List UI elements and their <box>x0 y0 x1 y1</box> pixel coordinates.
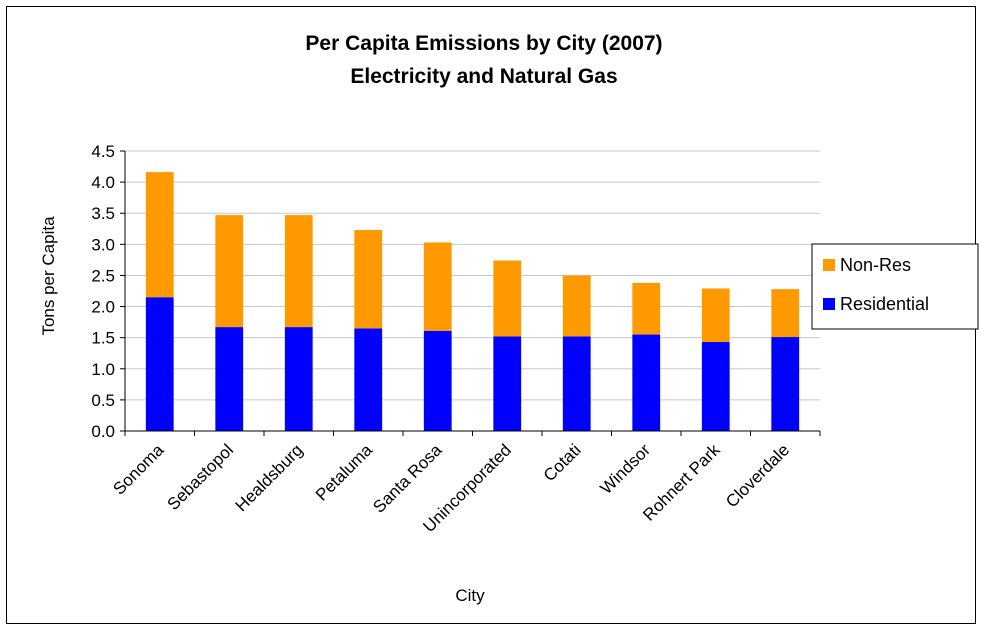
legend-label-residential: Residential <box>840 294 929 314</box>
y-tick-label: 1.0 <box>91 360 115 379</box>
bar-residential-sebastopol <box>215 327 244 431</box>
bar-non-res-petaluma <box>354 230 383 329</box>
bar-residential-cotati <box>562 336 591 431</box>
y-tick-label: 1.5 <box>91 329 115 348</box>
y-tick-label: 3.5 <box>91 204 115 223</box>
chart-title-line-1: Per Capita Emissions by City (2007) <box>305 32 662 55</box>
bar-residential-sonoma <box>145 297 174 431</box>
y-tick-label: 3.0 <box>91 235 115 254</box>
y-axis-label: Tons per Capita <box>39 216 58 336</box>
legend: Non-Res Residential <box>811 243 979 330</box>
legend-swatch-non-res <box>823 259 835 271</box>
x-tick-label: Sonoma <box>109 440 168 499</box>
legend-label-non-res: Non-Res <box>840 255 911 275</box>
x-tick-label: Windsor <box>597 440 655 498</box>
y-tick-label: 4.0 <box>91 173 115 192</box>
x-tick-label: Cotati <box>540 440 585 485</box>
y-tick-label: 4.5 <box>91 142 115 161</box>
bar-residential-windsor <box>632 334 661 431</box>
y-tick-label: 0.5 <box>91 391 115 410</box>
bar-residential-santa-rosa <box>423 330 452 431</box>
axes <box>124 151 821 436</box>
x-tick-label: Cloverdale <box>722 440 793 511</box>
x-tick-label: Healdsburg <box>232 440 307 515</box>
bar-non-res-unincorporated <box>493 260 522 337</box>
x-axis-label: City <box>455 586 485 605</box>
bar-non-res-healdsburg <box>284 215 313 328</box>
bar-residential-petaluma <box>354 328 383 431</box>
bar-non-res-cotati <box>562 275 591 337</box>
y-tick-label: 0.0 <box>91 422 115 441</box>
bar-non-res-santa-rosa <box>423 242 452 331</box>
x-tick-label: Sebastopol <box>163 440 237 514</box>
bar-non-res-sonoma <box>145 172 174 298</box>
bar-residential-unincorporated <box>493 336 522 431</box>
bar-non-res-sebastopol <box>215 215 244 328</box>
bar-non-res-rohnert-park <box>701 288 730 343</box>
x-tick-label: Santa Rosa <box>369 440 446 517</box>
chart-title-line-2: Electricity and Natural Gas <box>350 65 617 88</box>
x-tick-label: Petaluma <box>312 440 377 505</box>
chart-title: Per Capita Emissions by City (2007) Elec… <box>305 32 662 88</box>
y-tick-label: 2.0 <box>91 298 115 317</box>
y-tick-label: 2.5 <box>91 266 115 285</box>
legend-swatch-residential <box>823 298 835 310</box>
y-tick-labels: 0.0 0.5 1.0 1.5 2.0 2.5 3.0 3.5 4.0 4.5 <box>91 142 125 441</box>
bars <box>145 172 800 431</box>
bar-residential-cloverdale <box>771 337 800 431</box>
bar-non-res-windsor <box>632 282 661 335</box>
bar-residential-healdsburg <box>284 327 313 431</box>
bar-non-res-cloverdale <box>771 289 800 338</box>
bar-residential-rohnert-park <box>701 342 730 431</box>
legend-box <box>811 243 979 330</box>
